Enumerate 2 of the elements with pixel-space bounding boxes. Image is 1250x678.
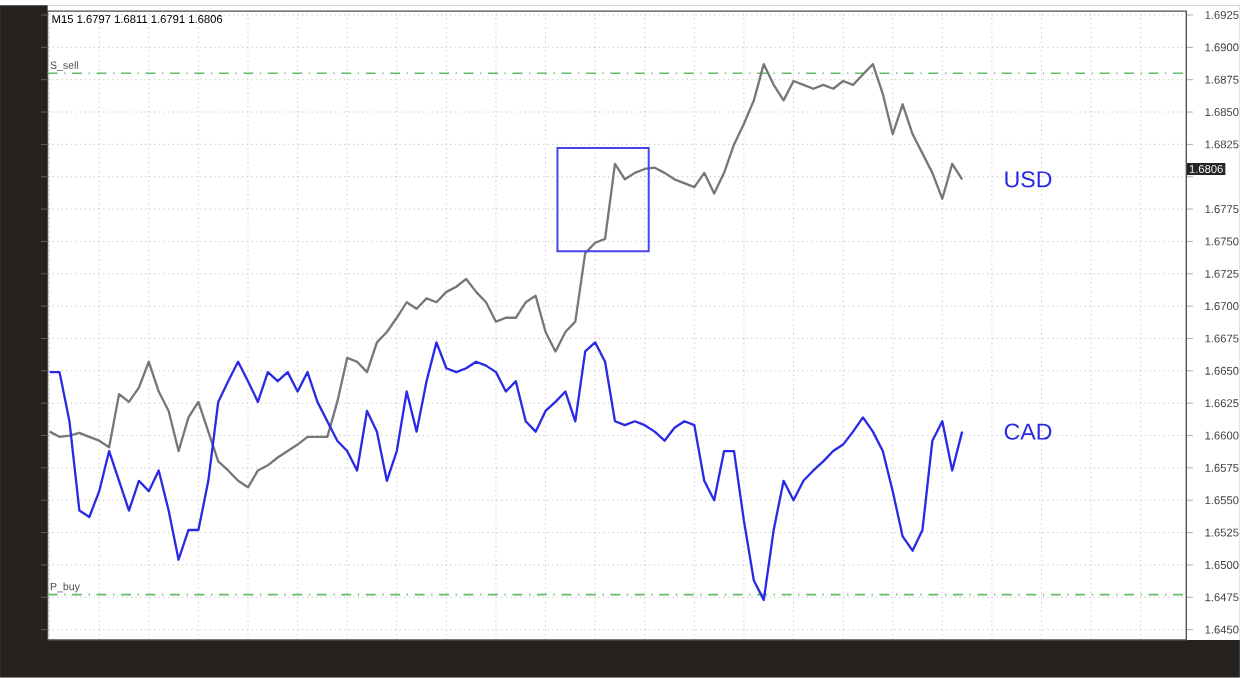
series-label: USD bbox=[1005, 171, 1052, 188]
series-label: CAD bbox=[1004, 423, 1052, 440]
